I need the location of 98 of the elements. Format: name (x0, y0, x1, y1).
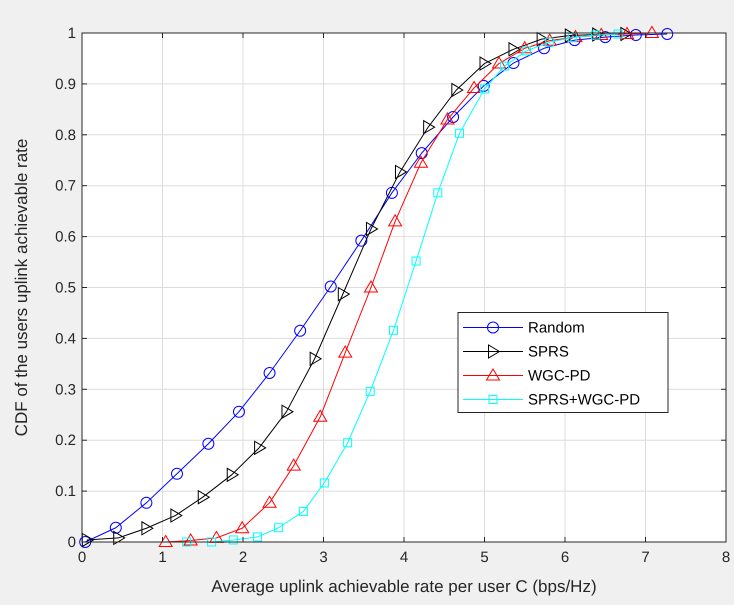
point (366, 222, 378, 236)
point (343, 438, 352, 448)
point (252, 532, 262, 542)
legend-label: WGC-PD (528, 368, 591, 384)
point (113, 530, 126, 545)
point (355, 234, 368, 247)
point (298, 506, 308, 516)
point (507, 57, 520, 70)
legend-label: SPRS (528, 344, 569, 360)
point (480, 84, 489, 94)
x-tick-label: 1 (158, 549, 167, 566)
legend-label: SPRS+WGC-PD (528, 392, 640, 408)
point (423, 120, 436, 134)
point (594, 28, 608, 40)
point (338, 346, 352, 358)
y-tick-label: 1 (68, 25, 76, 42)
point (82, 532, 94, 547)
point (500, 62, 510, 71)
point (414, 156, 428, 168)
point (170, 468, 183, 480)
y-tick-label: 0.8 (55, 126, 76, 144)
point (364, 280, 378, 292)
point (447, 110, 460, 123)
y-tick-label: 0.9 (55, 76, 76, 93)
y-tick-label: 0.7 (55, 178, 76, 195)
point (412, 256, 421, 266)
point (467, 80, 482, 93)
x-tick-label: 3 (319, 549, 328, 566)
point (480, 56, 492, 71)
x-tick-label: 2 (238, 549, 248, 566)
point (542, 34, 557, 46)
point (281, 404, 294, 419)
legend-label: Random (528, 320, 585, 336)
point (538, 42, 550, 54)
point (294, 324, 306, 337)
point (478, 80, 490, 92)
point (614, 30, 623, 39)
point (235, 521, 250, 534)
point (568, 30, 582, 42)
y-tick-label: 0.4 (55, 330, 76, 348)
y-tick-label: 0.1 (55, 483, 76, 500)
point (232, 406, 245, 418)
y-tick-label: 0.3 (55, 381, 76, 398)
y-tick-label: 0.6 (55, 228, 76, 246)
point (264, 367, 276, 380)
point (518, 41, 532, 54)
point (394, 164, 407, 179)
point (536, 32, 549, 46)
point (564, 28, 577, 43)
point (451, 83, 464, 98)
point (141, 521, 154, 536)
point (313, 410, 328, 422)
point (386, 186, 398, 199)
point (389, 326, 398, 335)
point (630, 29, 642, 42)
y-tick-label: 0.2 (55, 432, 76, 450)
point (310, 352, 322, 366)
point (158, 535, 173, 547)
y-tick-label: 0.5 (55, 280, 76, 296)
point (209, 530, 224, 543)
x-axis-title: Average uplink achievable rate per user C (bps/Hz) (211, 577, 597, 596)
y-axis-title: CDF of the users uplink achievable rate (12, 138, 31, 436)
point (202, 438, 214, 450)
point (324, 280, 337, 292)
x-tick-label: 7 (641, 549, 650, 566)
point (140, 496, 152, 509)
point (455, 128, 464, 138)
point (79, 536, 92, 548)
point (416, 147, 428, 160)
point (599, 31, 612, 44)
x-tick-label: 5 (480, 549, 489, 566)
point (338, 287, 350, 302)
point (661, 28, 674, 40)
point (226, 468, 239, 482)
point (388, 214, 402, 226)
point (170, 508, 182, 523)
point (262, 496, 277, 508)
point (320, 478, 329, 488)
point (366, 386, 375, 396)
point (286, 458, 301, 471)
point (440, 112, 454, 125)
x-tick-label: 8 (722, 549, 730, 566)
y-tick-label: 0 (68, 534, 76, 551)
point (198, 490, 210, 504)
point (207, 538, 216, 546)
point (644, 26, 659, 38)
point (110, 522, 122, 534)
point (568, 34, 581, 46)
point (184, 533, 198, 546)
x-tick-label: 4 (400, 549, 408, 566)
point (433, 188, 442, 198)
point (508, 42, 520, 56)
point (592, 28, 604, 42)
point (274, 523, 283, 532)
point (228, 535, 238, 544)
x-tick-label: 6 (560, 549, 570, 566)
point (492, 56, 506, 69)
point (254, 440, 266, 455)
